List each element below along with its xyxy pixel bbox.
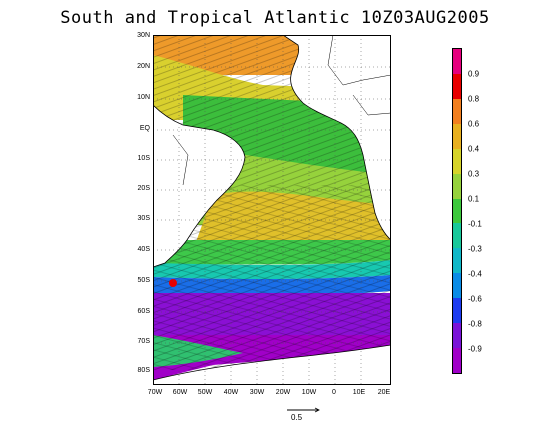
lat-label-20s: 20S: [137, 185, 150, 192]
south-america-land: [153, 35, 246, 268]
colorbar-segment: [453, 298, 461, 324]
colorbar-segment: [453, 98, 461, 124]
colorbar-label-0.8: 0.8: [468, 94, 480, 104]
colorbar-label-neg0.6: -0.6: [468, 294, 482, 304]
lat-label-20n: 20N: [137, 63, 150, 70]
colorbar-label-0.9: 0.9: [468, 69, 480, 79]
lat-label-40s: 40S: [137, 246, 150, 253]
colorbar-label-neg0.8: -0.8: [468, 319, 482, 329]
lon-label-20w: 20W: [275, 389, 291, 396]
lat-label-30s: 30S: [137, 215, 150, 222]
colorbar-segment: [453, 73, 461, 99]
lon-label-10e: 10E: [352, 389, 366, 396]
lon-label-70w: 70W: [147, 389, 163, 396]
falklands-feature: [169, 279, 177, 287]
ocean-map: [153, 35, 391, 385]
colorbar-label-neg0.9: -0.9: [468, 344, 482, 354]
colorbar-segment: [453, 49, 461, 74]
colorbar-segment: [453, 248, 461, 274]
colorbar-label-neg0.4: -0.4: [468, 269, 482, 279]
colorbar-label-0.6: 0.6: [468, 119, 480, 129]
colorbar-segment: [453, 273, 461, 299]
lon-label-40w: 40W: [223, 389, 239, 396]
lat-label-50s: 50S: [137, 277, 150, 284]
colorbar: [452, 48, 462, 374]
colorbar-label-0.4: 0.4: [468, 144, 480, 154]
colorbar-segment: [453, 123, 461, 149]
lat-label-30n: 30N: [137, 32, 150, 39]
map-canvas: [153, 35, 391, 385]
reference-vector-arrow: [287, 407, 320, 413]
lon-label-30w: 30W: [249, 389, 265, 396]
colorbar-label-neg0.1: -0.1: [468, 219, 482, 229]
lat-label-10n: 10N: [137, 94, 150, 101]
colorbar-label-neg0.3: -0.3: [468, 244, 482, 254]
lat-label-80s: 80S: [137, 367, 150, 374]
lat-label-70s: 70S: [137, 338, 150, 345]
colorbar-segment: [453, 323, 461, 349]
colorbar-label-0.1: 0.1: [468, 194, 480, 204]
antarctica-land: [153, 344, 391, 385]
colorbar-segment: [453, 223, 461, 249]
colorbar-segment: [453, 198, 461, 224]
colorbar-label-0.3: 0.3: [468, 169, 480, 179]
colorbar-segment: [453, 148, 461, 174]
lat-label-eq: EQ: [139, 125, 150, 132]
colorbar-segment: [453, 173, 461, 199]
lon-label-0: 0: [332, 389, 336, 396]
colorbar-segment: [453, 348, 461, 373]
reference-vector-label: 0.5: [291, 413, 303, 422]
africa-land: [282, 35, 391, 241]
lon-label-20e: 20E: [377, 389, 391, 396]
map-title: South and Tropical Atlantic 10Z03AUG2005: [60, 8, 490, 28]
lat-label-10s: 10S: [137, 155, 150, 162]
lat-label-60s: 60S: [137, 308, 150, 315]
lon-label-10w: 10W: [301, 389, 317, 396]
lon-label-60w: 60W: [172, 389, 188, 396]
lon-label-50w: 50W: [197, 389, 213, 396]
